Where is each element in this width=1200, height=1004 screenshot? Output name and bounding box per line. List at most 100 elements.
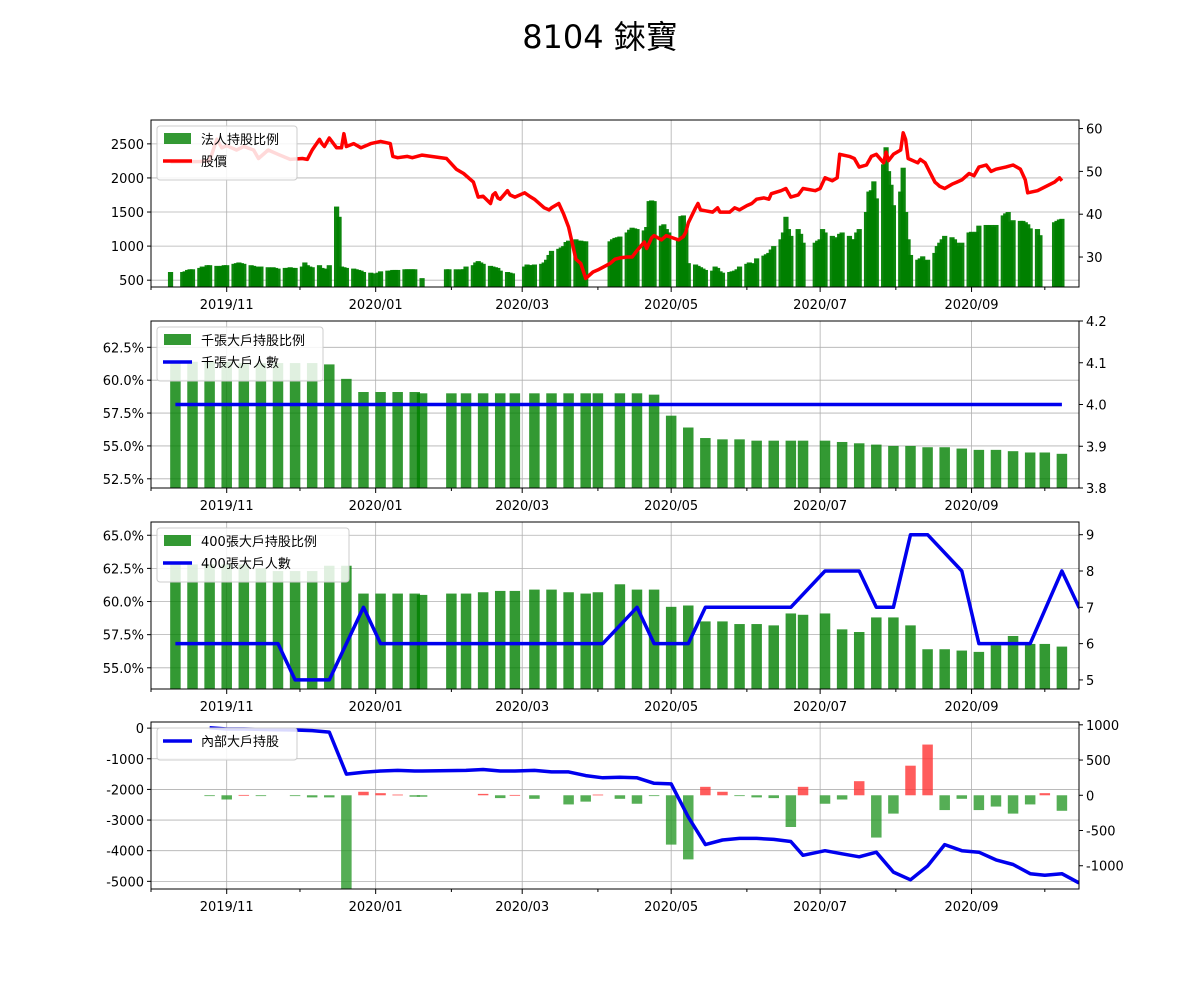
line-series bbox=[209, 725, 1079, 885]
y-tick-label: 1000 bbox=[1086, 719, 1119, 734]
legend-label: 內部大戶持股 bbox=[201, 735, 279, 750]
bar bbox=[665, 606, 677, 689]
bar bbox=[822, 232, 828, 287]
bar bbox=[717, 621, 728, 689]
bar bbox=[336, 216, 342, 287]
bar bbox=[580, 593, 591, 689]
right-axis: 3.8 3.9 4.0 4.1 4.2 bbox=[1079, 315, 1107, 497]
y-tick-label: 60.0% bbox=[103, 596, 144, 611]
bar bbox=[494, 393, 506, 488]
bar bbox=[939, 649, 950, 689]
bar bbox=[324, 565, 335, 689]
bar bbox=[1056, 795, 1068, 811]
line-series bbox=[170, 131, 1064, 281]
bar bbox=[1039, 793, 1051, 796]
bar bbox=[700, 438, 711, 488]
plot-frame bbox=[150, 721, 1080, 890]
y-tick-label: 55.0% bbox=[103, 440, 144, 455]
bar bbox=[592, 794, 604, 796]
x-tick-label: 2020/07 bbox=[793, 900, 847, 915]
x-tick-label: 2019/11 bbox=[200, 700, 254, 715]
bar bbox=[580, 795, 591, 802]
line-series bbox=[175, 532, 1079, 682]
bar bbox=[665, 795, 677, 845]
bar bbox=[973, 651, 985, 689]
bar bbox=[683, 795, 694, 860]
bar bbox=[409, 593, 420, 689]
x-tick-label: 2020/03 bbox=[495, 499, 549, 514]
bar bbox=[853, 632, 865, 689]
y-tick-label: 62.5% bbox=[103, 562, 144, 577]
bar bbox=[395, 269, 401, 287]
bar-series bbox=[170, 361, 1068, 488]
y-tick-label: 500 bbox=[119, 274, 144, 289]
legend-label: 400張大戶人數 bbox=[201, 557, 291, 572]
bar bbox=[785, 795, 797, 827]
bar bbox=[494, 590, 506, 689]
bar-series bbox=[167, 147, 1065, 287]
bar bbox=[377, 271, 384, 287]
plot-frame bbox=[150, 521, 1080, 690]
bar bbox=[463, 266, 469, 287]
y-tick-label: 60.0% bbox=[103, 374, 144, 389]
x-tick-label: 2020/07 bbox=[793, 499, 847, 514]
bar bbox=[719, 272, 726, 287]
x-tick-label: 2020/01 bbox=[349, 298, 403, 313]
bar bbox=[358, 791, 369, 796]
bar bbox=[289, 571, 301, 689]
bar bbox=[648, 795, 660, 797]
bar bbox=[221, 564, 232, 689]
bar bbox=[275, 268, 281, 287]
y-tick-label: 500 bbox=[1086, 754, 1111, 769]
bar bbox=[871, 795, 882, 838]
x-axis: 2019/11 2020/01 2020/03 2020/05 2020/07 2020/… bbox=[150, 488, 1046, 514]
x-tick-label: 2020/05 bbox=[644, 900, 698, 915]
bar bbox=[509, 794, 521, 796]
y-tick-label: 60 bbox=[1086, 123, 1103, 138]
bar bbox=[497, 270, 503, 287]
left-axis: 0 -1000 -2000 -3000 -4000 -5000 bbox=[106, 722, 151, 890]
y-tick-label: -2000 bbox=[106, 783, 144, 798]
bar bbox=[170, 564, 181, 689]
bar bbox=[922, 649, 933, 689]
bar bbox=[1024, 643, 1036, 689]
legend-label: 400張大戶持股比例 bbox=[201, 535, 317, 550]
bar bbox=[224, 265, 230, 287]
bar bbox=[1007, 795, 1019, 814]
y-tick-label: -3000 bbox=[106, 814, 144, 829]
bar bbox=[614, 795, 626, 799]
x-tick-label: 2020/01 bbox=[349, 700, 403, 715]
bar bbox=[392, 593, 403, 689]
bar bbox=[343, 267, 349, 287]
bar bbox=[873, 198, 879, 287]
bar bbox=[255, 363, 267, 488]
bar bbox=[797, 614, 809, 689]
bar bbox=[956, 650, 968, 689]
legend-label: 千張大戶持股比例 bbox=[201, 334, 305, 349]
bar bbox=[700, 786, 711, 796]
y-tick-label: 57.5% bbox=[103, 629, 144, 644]
bar bbox=[734, 795, 745, 797]
x-axis: 2019/11 2020/01 2020/03 2020/05 2020/07 2020/… bbox=[150, 287, 1046, 313]
y-tick-label: 2000 bbox=[111, 172, 144, 187]
bar bbox=[800, 242, 806, 287]
panel-4: 0 -1000 -2000 -3000 -4000 -5000 1000 500 0 -500 -1… bbox=[106, 719, 1124, 915]
legend-box bbox=[156, 727, 298, 761]
x-tick-label: 2019/11 bbox=[200, 298, 254, 313]
bar bbox=[836, 629, 848, 689]
y-tick-label: 4.0 bbox=[1086, 399, 1107, 414]
bar bbox=[990, 645, 1002, 689]
bar bbox=[888, 445, 899, 488]
bar bbox=[683, 605, 694, 689]
y-tick-label: 3.9 bbox=[1086, 440, 1107, 455]
y-tick-label: 3.8 bbox=[1086, 482, 1107, 497]
y-tick-label: 1500 bbox=[111, 206, 144, 221]
bar bbox=[170, 361, 181, 488]
bar bbox=[272, 363, 284, 488]
panel-2: 52.5% 55.0% 57.5% 60.0% 62.5% 3.8 3.9 4.0 4.1 4.2… bbox=[103, 315, 1107, 514]
x-tick-label: 2020/05 bbox=[644, 298, 698, 313]
bar bbox=[717, 439, 728, 488]
bar bbox=[289, 363, 301, 488]
bar bbox=[187, 361, 198, 488]
bar bbox=[648, 394, 660, 488]
